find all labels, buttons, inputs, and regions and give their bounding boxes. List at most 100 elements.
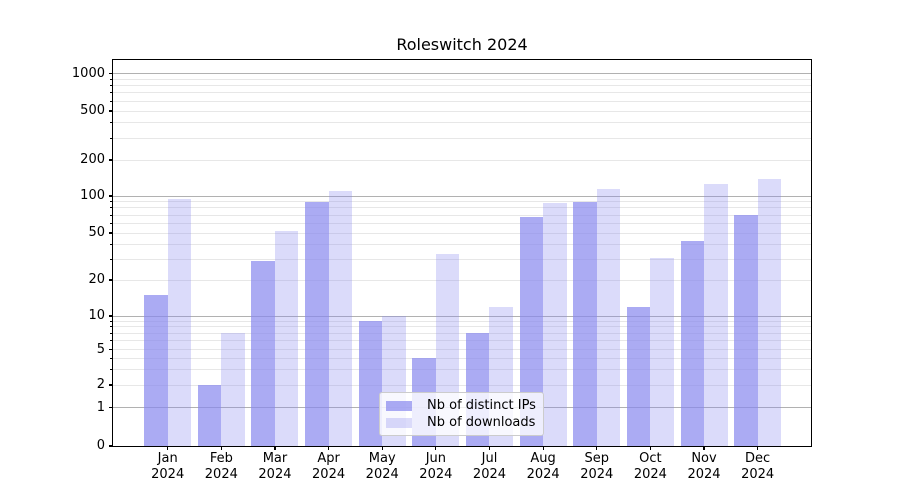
y-axis-tick — [108, 384, 113, 386]
bar-ips-oct — [626, 306, 651, 446]
bar-downloads-nov — [704, 184, 728, 446]
bar-ips-mar — [251, 260, 275, 446]
bar-ips-sep — [573, 201, 597, 446]
gridline-minor — [113, 110, 811, 112]
bar-downloads-jan — [167, 198, 192, 446]
y-axis-tick — [108, 406, 113, 409]
y-axis-minor-tick — [110, 137, 113, 139]
x-axis-tick-label-apr: Apr 2024 — [312, 451, 346, 482]
y-axis-minor-tick — [110, 78, 113, 80]
x-axis-tick — [757, 446, 759, 450]
gridline-minor — [113, 85, 811, 87]
gridline-minor — [113, 384, 811, 386]
bar-ips-nov — [680, 240, 704, 446]
bar-downloads-oct — [650, 257, 674, 446]
x-axis-tick-label-oct: Oct 2024 — [633, 451, 667, 482]
x-axis-tick — [274, 446, 276, 450]
x-axis-tick — [381, 446, 383, 450]
y-axis-minor-tick — [110, 243, 113, 245]
legend-item-distinct-ips: Nb of distinct IPs — [386, 397, 537, 414]
x-axis-tick — [542, 446, 544, 450]
gridline-minor — [113, 232, 811, 234]
bar-downloads-aug — [543, 202, 567, 446]
y-axis-tick-label: 500 — [80, 103, 105, 118]
y-axis-tick — [108, 445, 113, 447]
y-axis-tick — [108, 195, 113, 197]
x-axis-tick-label-jul: Jul 2024 — [472, 451, 507, 482]
y-axis-tick — [108, 159, 113, 161]
gridline-minor — [113, 258, 811, 260]
gridline-minor — [113, 214, 811, 216]
gridline-minor — [113, 340, 811, 342]
legend-label-distinct-ips: Nb of distinct IPs — [427, 397, 536, 413]
x-axis-tick-label-aug: Aug 2024 — [526, 451, 560, 482]
legend: Nb of distinct IPs Nb of downloads — [379, 392, 544, 436]
y-axis-tick-label: 0 — [96, 438, 105, 453]
gridline-minor — [113, 100, 811, 102]
x-axis-tick-label-may: May 2024 — [365, 451, 399, 482]
y-axis-minor-tick — [110, 207, 113, 209]
x-axis-tick — [488, 446, 491, 450]
bar-ips-apr — [305, 201, 329, 446]
y-axis-minor-tick — [110, 258, 113, 260]
x-axis-tick-label-sep: Sep 2024 — [580, 451, 614, 482]
y-axis-tick-label: 2 — [96, 377, 105, 392]
gridline-minor — [113, 92, 811, 94]
y-axis-tick-label: 1 — [96, 399, 105, 415]
gridline-minor — [113, 332, 811, 334]
y-axis-tick — [108, 315, 113, 317]
y-axis-minor-tick — [110, 85, 113, 87]
x-axis-tick — [327, 446, 330, 450]
gridline-minor — [113, 243, 811, 245]
y-axis-tick-label: 5 — [96, 341, 105, 357]
y-axis-minor-tick — [110, 201, 113, 203]
x-axis-tick — [649, 446, 651, 450]
y-axis-minor-tick — [110, 122, 113, 124]
legend-item-downloads: Nb of downloads — [386, 414, 537, 431]
y-axis-tick-label: 1000 — [71, 65, 105, 81]
gridline-minor — [113, 279, 811, 281]
x-axis-tick-label-feb: Feb 2024 — [204, 451, 238, 482]
bar-ips-dec — [734, 215, 758, 446]
gridline-minor — [113, 326, 811, 328]
y-axis-minor-tick — [110, 222, 113, 224]
bar-ips-aug — [519, 216, 544, 446]
gridline-minor — [113, 222, 811, 224]
gridline-major — [113, 73, 811, 74]
y-axis-tick — [108, 348, 113, 351]
gridline-major — [113, 315, 811, 317]
gridline-minor — [113, 137, 811, 139]
gridline-minor — [113, 320, 811, 322]
bar-downloads-feb — [221, 333, 245, 446]
y-axis-tick — [108, 110, 113, 112]
y-axis-minor-tick — [110, 326, 113, 328]
y-axis-minor-tick — [110, 332, 113, 334]
y-axis-tick-label: 100 — [80, 188, 105, 203]
y-axis-tick — [108, 279, 113, 281]
gridline-minor — [113, 368, 811, 370]
x-axis-tick-label-nov: Nov 2024 — [687, 451, 721, 482]
x-axis-tick — [435, 446, 437, 450]
x-axis-tick — [596, 446, 598, 450]
gridline-minor — [113, 159, 811, 161]
x-axis-tick-label-jan: Jan 2024 — [151, 451, 185, 482]
plot-area: Nb of distinct IPs Nb of downloads — [113, 60, 811, 446]
x-axis-tick-label-mar: Mar 2024 — [258, 451, 292, 482]
x-axis-tick-label-jun: Jun 2024 — [419, 451, 453, 482]
y-axis-minor-tick — [110, 340, 113, 342]
x-axis-tick-label-dec: Dec 2024 — [741, 451, 775, 482]
gridline-minor — [113, 207, 811, 209]
gridline-minor — [113, 349, 811, 350]
y-axis-tick-label: 10 — [88, 308, 105, 323]
legend-swatch-downloads-icon — [386, 417, 412, 428]
y-axis-minor-tick — [110, 92, 113, 94]
gridline-minor — [113, 78, 811, 80]
bar-ips-may — [358, 321, 383, 446]
x-axis-tick — [167, 446, 169, 450]
y-axis-tick-label: 20 — [88, 272, 105, 287]
chart-title: Roleswitch 2024 — [396, 35, 528, 54]
x-axis-tick — [220, 446, 222, 450]
bar-downloads-apr — [328, 191, 353, 446]
gridline-major — [113, 195, 811, 197]
